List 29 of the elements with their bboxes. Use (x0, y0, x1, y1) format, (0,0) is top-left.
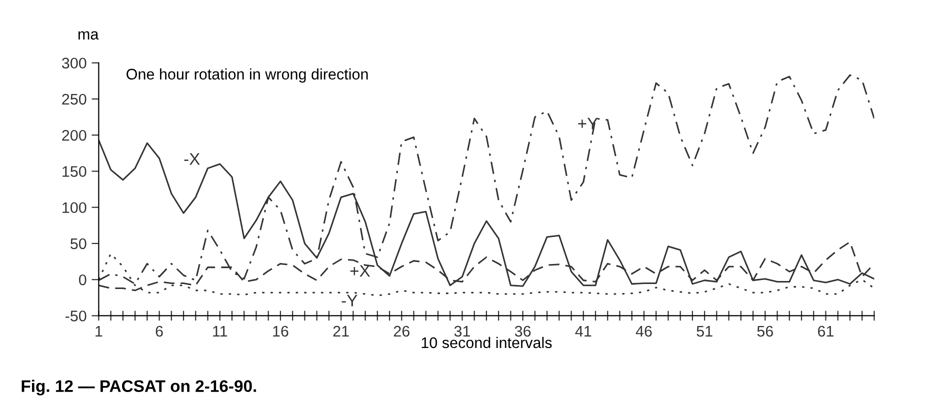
x-tick-label: 36 (514, 326, 531, 337)
x-axis-title: 10 second intervals (422, 336, 552, 348)
y-tick-label: 200 (62, 130, 86, 141)
series-label: +X (350, 265, 370, 277)
x-tick-label: 11 (213, 326, 228, 337)
x-tick-label: 46 (636, 326, 652, 337)
series-label: +Y (578, 118, 598, 130)
y-tick-label: 100 (62, 202, 86, 214)
y-tick-label: 250 (62, 94, 86, 105)
x-tick-label: 56 (757, 326, 773, 337)
chart-title: One hour rotation in wrong direction (126, 68, 368, 83)
caption: Fig. 12 — PACSAT on 2-16-90. (22, 380, 256, 396)
x-tick-label: 16 (273, 326, 288, 337)
x-tick-label: 31 (454, 326, 470, 337)
y-tick-label: -50 (65, 310, 86, 322)
y-tick-label: 300 (62, 58, 86, 69)
y-tick-label: 150 (62, 166, 86, 177)
y-tick-label: 0 (78, 274, 86, 286)
x-tick-label: 61 (818, 326, 834, 337)
x-tick-label: 21 (333, 326, 349, 337)
y-axis-title: ma (78, 31, 99, 40)
series-label: -Y (342, 294, 358, 306)
series-label: -X (184, 153, 200, 165)
x-tick-label: 6 (156, 326, 163, 337)
y-tick-label: 50 (70, 238, 86, 250)
x-tick-label: 1 (96, 326, 102, 337)
x-tick-label: 51 (696, 326, 712, 337)
x-tick-label: 26 (394, 326, 410, 337)
x-tick-label: 41 (575, 326, 592, 337)
